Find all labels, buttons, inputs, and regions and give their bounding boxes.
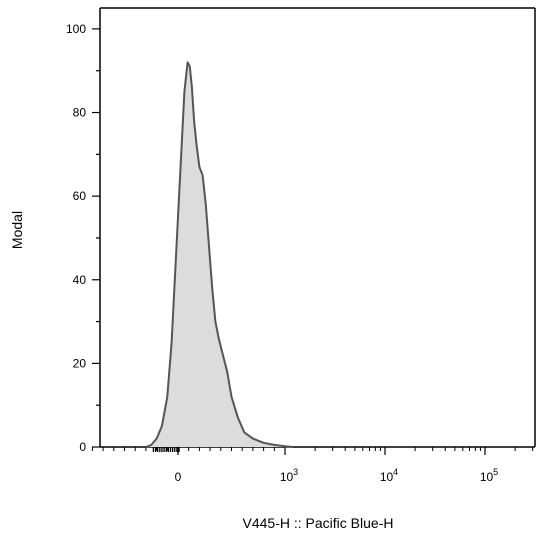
x-ticks: 0 103 104 105	[91, 447, 534, 484]
x-tick-label: 104	[380, 467, 398, 484]
histogram-outline	[145, 61, 294, 448]
y-tick-label: 0	[79, 440, 86, 454]
x-tick-label: 103	[280, 467, 298, 484]
series-layer	[145, 61, 294, 448]
y-tick-label: 80	[73, 106, 87, 120]
y-ticks: 0 20 40 60 80 100	[66, 22, 100, 454]
plot-frame	[99, 7, 536, 448]
x-axis-title: V445-H :: Pacific Blue-H	[243, 515, 394, 531]
x-tick-label: 105	[480, 467, 498, 484]
y-axis-title: Modal	[9, 211, 25, 249]
y-tick-label: 100	[66, 22, 86, 36]
y-tick-label: 40	[73, 273, 87, 287]
y-tick-label: 20	[73, 356, 87, 370]
histogram-area	[145, 62, 293, 448]
y-tick-label: 60	[73, 189, 87, 203]
x-tick-label: 0	[175, 470, 182, 484]
